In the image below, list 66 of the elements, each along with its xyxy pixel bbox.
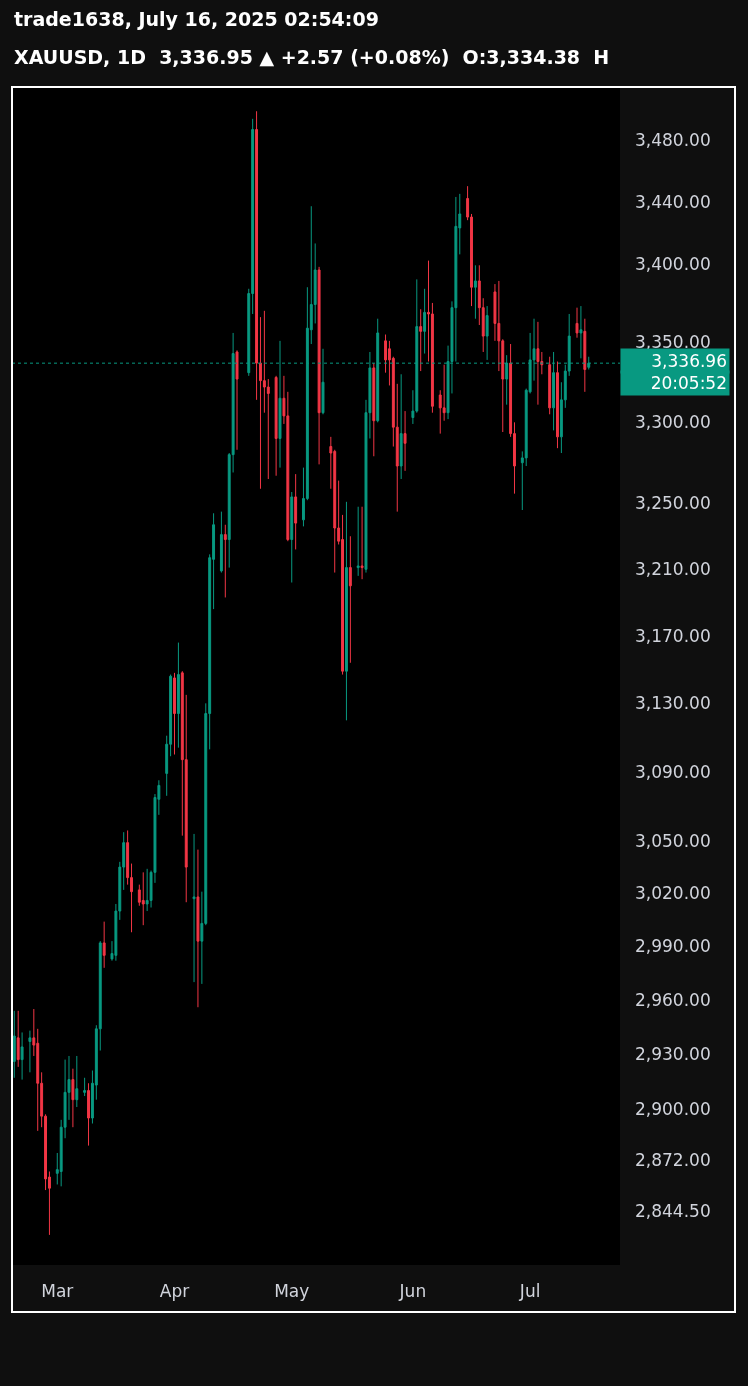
y-tick-label: 3,440.00 [635, 191, 711, 212]
candlestick [317, 266, 321, 465]
y-tick-label: 3,250.00 [635, 493, 711, 514]
candlestick [176, 642, 180, 749]
candlestick [145, 868, 149, 912]
candlestick [192, 833, 196, 983]
candlestick [20, 1031, 24, 1081]
candlestick [173, 672, 176, 756]
candlestick [102, 921, 106, 969]
candlestick [419, 308, 423, 372]
candlestick [83, 1077, 87, 1097]
y-tick-label: 3,170.00 [635, 625, 711, 646]
candlestick [196, 849, 200, 1008]
candlestick [403, 410, 407, 472]
y-tick-label: 3,050.00 [635, 830, 711, 851]
text: 20:05:52 [650, 373, 727, 393]
y-tick-label: 3,480.00 [635, 130, 711, 151]
candlestick [235, 349, 239, 451]
candlestick [372, 362, 376, 457]
x-tick-label: Apr [159, 1281, 190, 1301]
y-tick-label: 2,960.00 [635, 989, 711, 1010]
ref-line-label: 3,336.96 [651, 351, 727, 371]
candlestick [141, 871, 145, 926]
y-tick-label: 3,020.00 [635, 883, 711, 904]
y-tick-label: 3,300.00 [635, 412, 711, 433]
x-tick-label: May [274, 1281, 310, 1301]
candlestick [583, 318, 587, 393]
chart-subtitle: XAUUSD, 1D 3,336.95 ▲ +2.57 (+0.08%) O:3,334.38 H [14, 46, 610, 68]
candlestick [579, 305, 583, 359]
candlestick [348, 535, 352, 664]
candlestick [344, 501, 348, 721]
y-tick-label: 2,930.00 [635, 1044, 711, 1065]
y-tick-label: 2,844.50 [635, 1201, 711, 1222]
candlestick [274, 375, 278, 477]
y-tick-label: 2,872.00 [635, 1150, 711, 1171]
y-tick-label: 3,210.00 [635, 559, 711, 580]
candlestick [294, 473, 298, 550]
candlestick [223, 524, 227, 598]
x-tick-label: Jul [518, 1281, 541, 1301]
candlestick [87, 1082, 90, 1147]
y-tick-label: 3,400.00 [635, 253, 711, 274]
candlestick [536, 321, 540, 406]
x-tick-label: Mar [41, 1281, 74, 1301]
y-tick-label: 3,130.00 [635, 693, 711, 714]
candlestick [473, 264, 477, 320]
candlestick [290, 491, 294, 584]
candlestick [556, 361, 559, 449]
candlestick [399, 373, 403, 480]
candlestick [16, 1010, 20, 1068]
candlestick [28, 1030, 32, 1073]
candlestick [356, 506, 360, 577]
y-tick-label: 3,350.00 [635, 332, 711, 353]
candlestick [75, 1055, 79, 1108]
candlestick [12, 1010, 16, 1079]
y-tick-label: 2,900.00 [635, 1098, 711, 1119]
y-tick-label: 2,990.00 [635, 936, 711, 957]
y-tick-label: 3,090.00 [635, 761, 711, 782]
candlestick [219, 511, 223, 574]
candlestick [485, 305, 489, 361]
x-tick-label: Jun [398, 1281, 427, 1301]
candlestick [423, 288, 427, 355]
candlestick [548, 356, 552, 415]
candlestick [575, 307, 579, 339]
chart-title: trade1638, July 16, 2025 02:54:09 [14, 8, 379, 30]
candlestick [71, 1068, 75, 1128]
candlestick [360, 506, 364, 580]
